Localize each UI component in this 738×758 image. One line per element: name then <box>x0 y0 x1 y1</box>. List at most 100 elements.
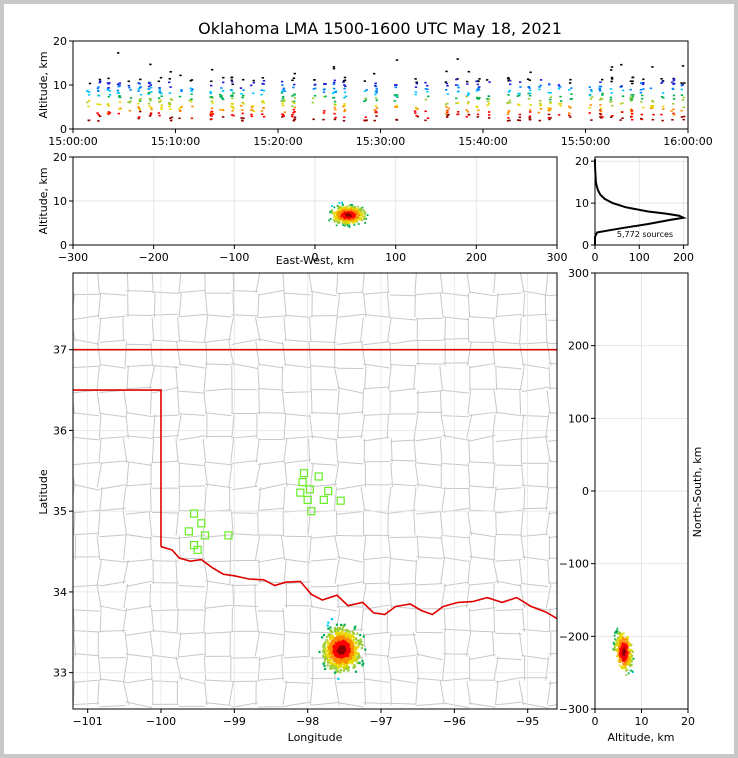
time-source-mark <box>446 93 449 95</box>
county-line <box>416 510 443 515</box>
time-source-mark <box>139 93 143 96</box>
time-source-mark <box>375 99 378 102</box>
ew-source-mark <box>359 214 362 217</box>
ew-source-mark <box>328 219 331 222</box>
time-source-mark <box>168 105 171 108</box>
plan-source-mark <box>346 668 349 671</box>
county-line <box>231 459 258 465</box>
ew-source-mark <box>333 216 335 219</box>
county-line <box>148 511 153 536</box>
time-source-mark <box>210 107 214 110</box>
time-source-mark <box>281 116 284 118</box>
ns-source-mark <box>621 646 624 649</box>
time-source-mark <box>487 98 491 101</box>
county-line <box>336 291 364 295</box>
time-source-mark <box>211 102 214 104</box>
plan-source-mark <box>344 637 347 640</box>
plan-source-mark <box>339 648 342 651</box>
ew-source-mark <box>338 211 341 213</box>
time-source-mark <box>241 120 244 122</box>
time-source-mark <box>343 103 346 105</box>
time-source-mark <box>313 84 316 86</box>
time-source-mark <box>149 97 152 100</box>
ns-source-mark <box>625 657 628 659</box>
time-source-mark <box>312 97 315 100</box>
time-source-mark <box>528 79 531 81</box>
time-source-mark <box>99 80 102 83</box>
time-source-mark <box>672 79 676 82</box>
time-source-mark <box>375 87 378 90</box>
time-source-mark <box>334 116 337 119</box>
time-source-mark <box>157 80 161 83</box>
county-line <box>361 341 366 366</box>
county-line <box>336 461 364 465</box>
time-source-mark <box>454 84 458 86</box>
ew-source-mark <box>351 217 354 220</box>
time-source-mark <box>332 67 336 70</box>
county-line <box>442 702 470 709</box>
county-line <box>310 435 338 441</box>
time-source-mark <box>97 94 101 97</box>
time-source-mark <box>365 119 368 121</box>
time-source-mark <box>426 90 429 93</box>
x-tick-label: −97 <box>369 715 392 728</box>
time-source-mark <box>476 97 480 100</box>
county-line <box>228 341 235 366</box>
time-source-mark <box>588 94 592 97</box>
time-source-mark <box>374 104 378 107</box>
plan-source-mark <box>346 639 349 642</box>
plan-source-mark <box>328 653 331 656</box>
county-line <box>308 414 314 439</box>
ns-source-mark <box>617 642 620 645</box>
time-source-mark <box>467 93 470 95</box>
county-line <box>545 486 550 512</box>
county-line <box>178 677 206 685</box>
plan-source-mark <box>345 663 349 666</box>
plan-source-mark <box>334 642 337 645</box>
county-line <box>99 339 126 343</box>
county-line <box>389 294 417 297</box>
ew-source-mark <box>335 220 337 223</box>
plan-source-mark <box>354 665 357 668</box>
county-line <box>389 341 392 366</box>
county-line <box>231 604 258 608</box>
time-source-mark <box>416 115 419 118</box>
station-marker <box>296 488 305 497</box>
county-line <box>178 534 206 539</box>
time-source-mark <box>261 100 265 102</box>
time-source-mark <box>630 97 634 99</box>
time-source-mark <box>640 117 643 120</box>
county-line <box>96 341 102 366</box>
ew-source-mark <box>346 210 348 213</box>
county-line <box>363 341 390 346</box>
plan-source-mark <box>329 665 332 668</box>
county-line <box>149 486 152 512</box>
ns-source-mark <box>622 648 625 650</box>
time-source-mark <box>250 115 254 118</box>
county-line <box>442 556 470 562</box>
ns-source-mark <box>623 651 625 654</box>
north-south-grid <box>594 272 689 710</box>
plan-source-mark <box>345 659 348 663</box>
time-source-mark <box>610 78 614 80</box>
time-source-mark <box>281 84 284 86</box>
county-line <box>96 365 100 391</box>
time-source-mark <box>313 79 316 81</box>
ew-source-mark <box>346 217 348 219</box>
time-source-mark <box>209 96 212 98</box>
time-source-mark <box>528 87 531 89</box>
county-line <box>203 559 209 584</box>
plan-source-mark <box>330 648 333 652</box>
county-boundaries <box>73 273 557 709</box>
county-line <box>387 317 392 342</box>
time-source-mark <box>96 112 99 114</box>
county-line <box>494 680 499 706</box>
time-source-mark <box>610 92 613 94</box>
ew-source-mark <box>342 220 345 223</box>
county-line <box>389 557 417 562</box>
ns-source-mark <box>627 636 630 639</box>
ns-source-mark <box>618 635 621 638</box>
time-source-mark <box>632 94 635 96</box>
time-source-mark <box>107 95 110 98</box>
county-line <box>99 608 102 633</box>
